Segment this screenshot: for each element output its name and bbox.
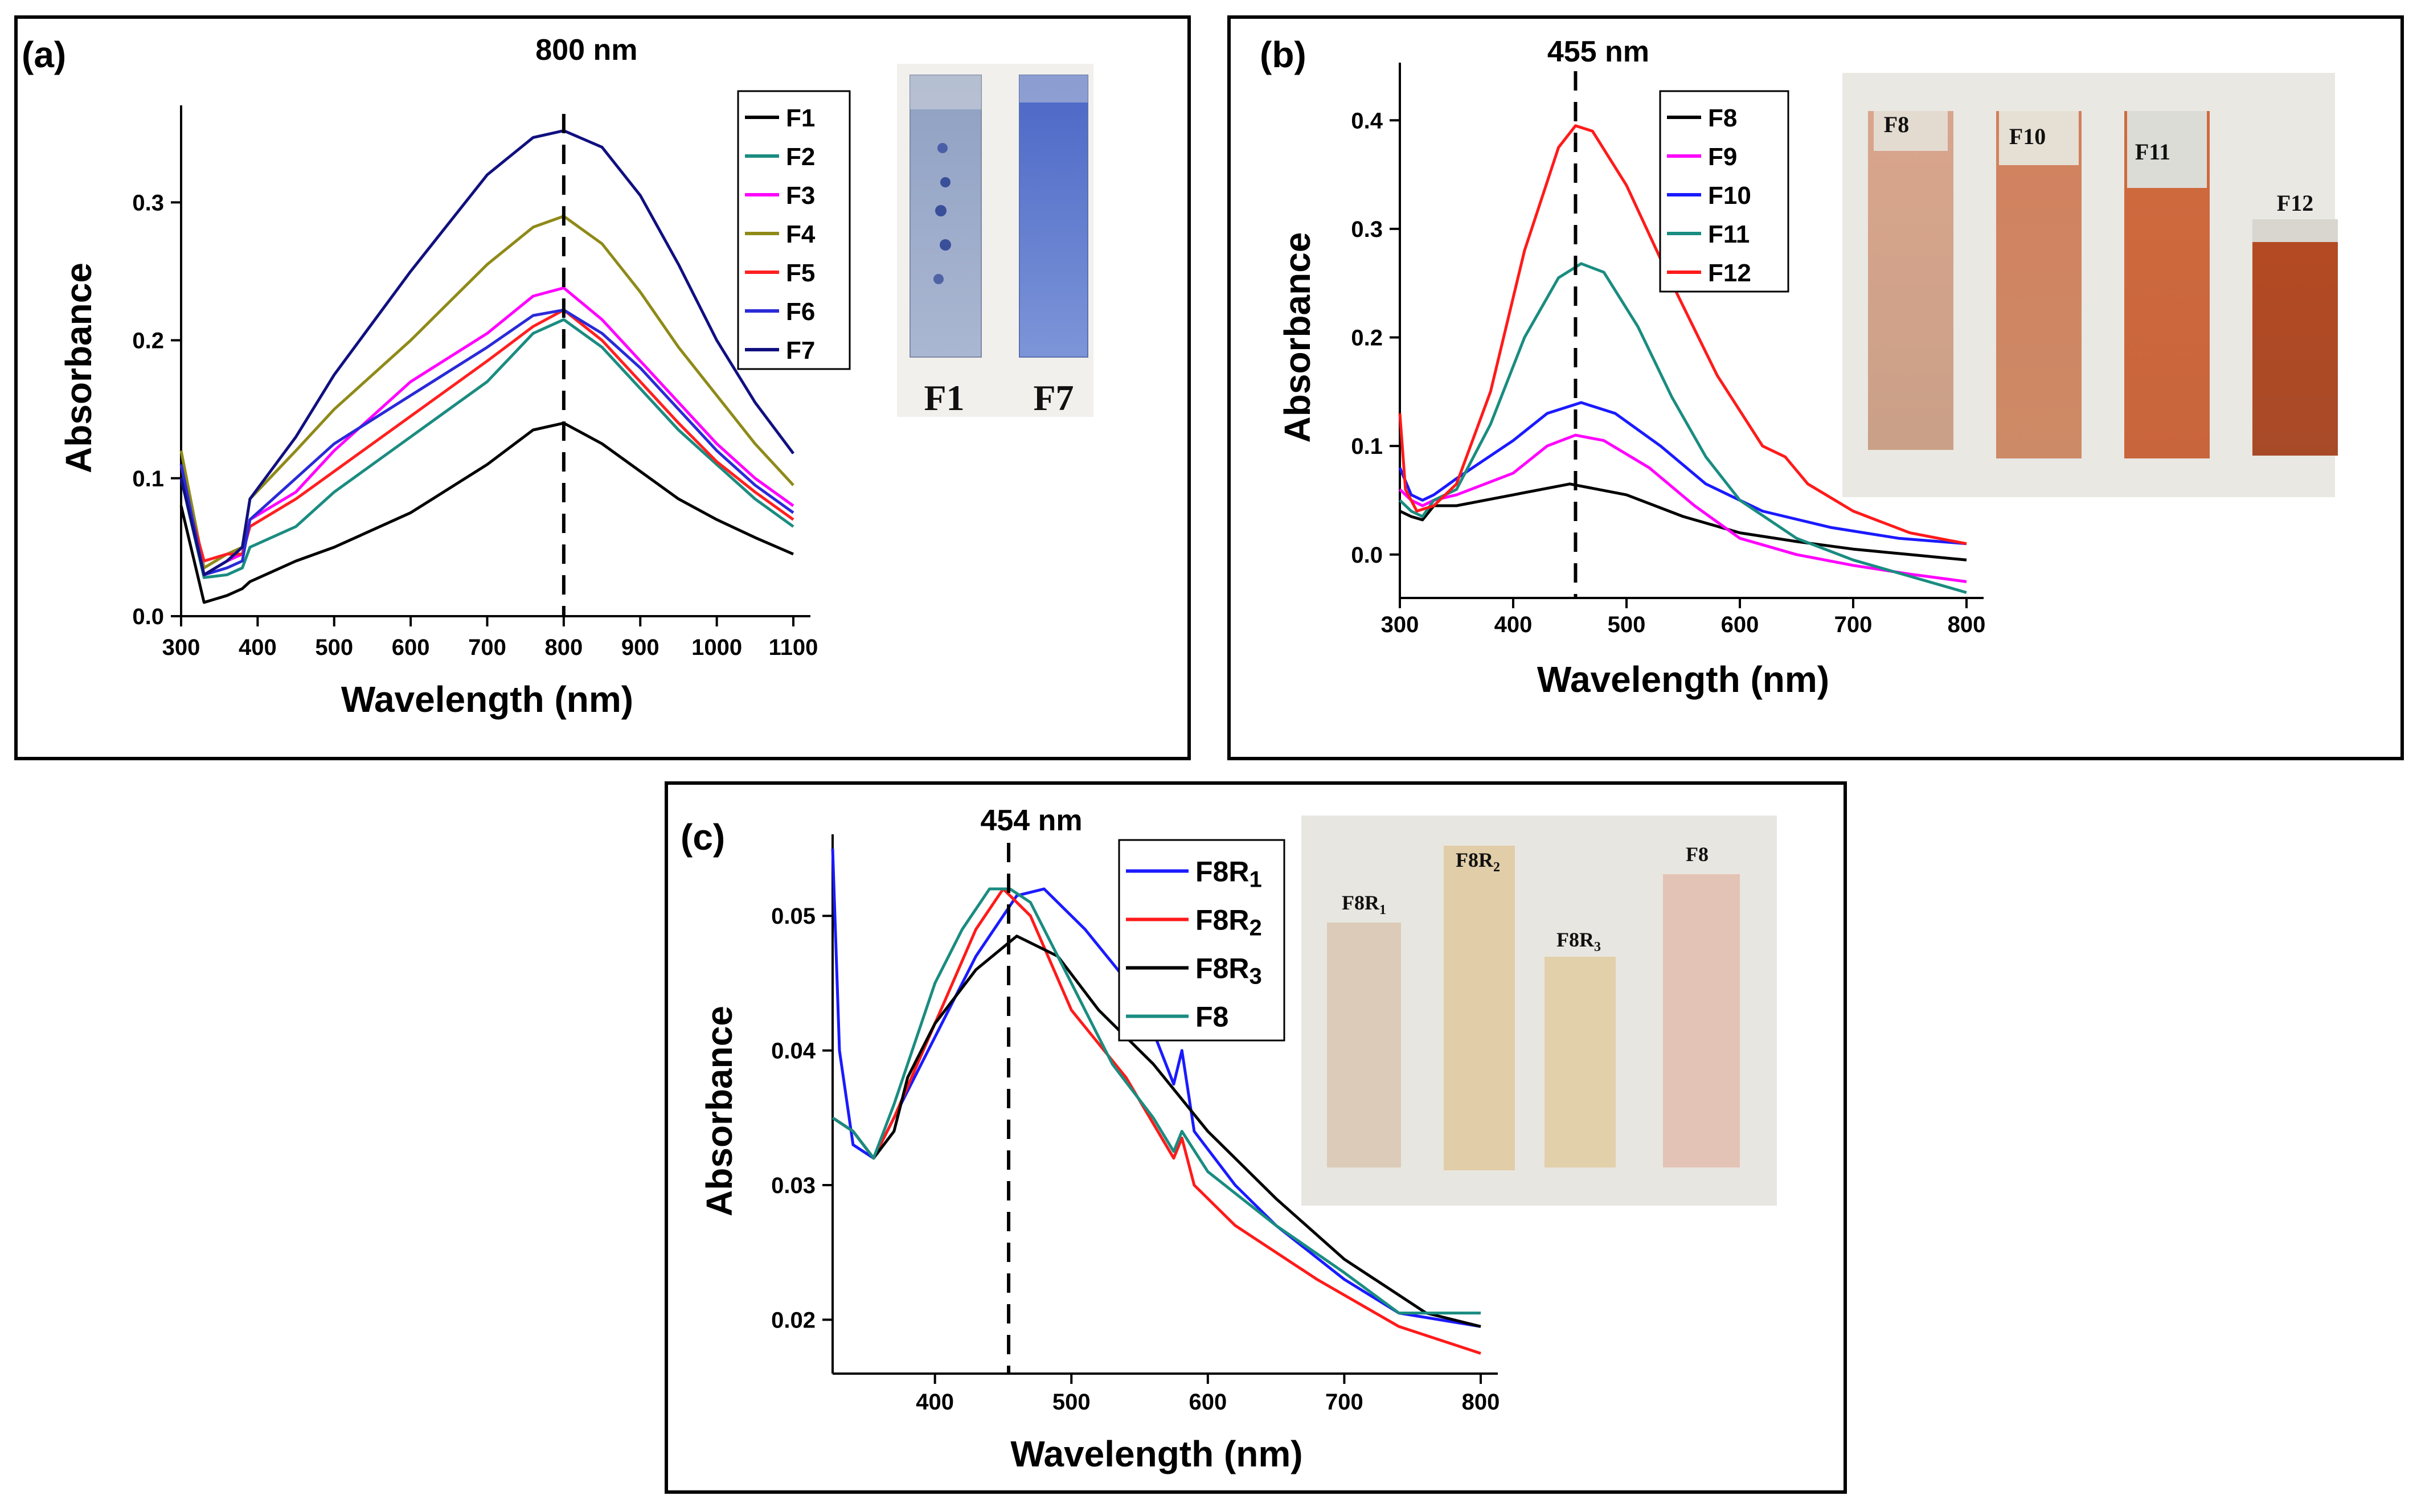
y-tick-label: 0.04 xyxy=(771,1039,816,1064)
photo-b-label-1: F10 xyxy=(2009,124,2046,149)
series-line-f8r2 xyxy=(831,887,1481,1355)
series-line-f11 xyxy=(1399,262,1967,594)
series-line-f5 xyxy=(179,308,794,563)
y-axis-label: Absorbance xyxy=(58,263,99,473)
series-line-f12 xyxy=(1398,124,1967,546)
x-tick-label: 1100 xyxy=(769,635,818,660)
peak-label: 454 nm xyxy=(980,804,1082,837)
x-tick-label: 500 xyxy=(1608,612,1646,637)
photo-b-label-2: F11 xyxy=(2135,139,2170,165)
series-line-f8 xyxy=(831,887,1481,1315)
x-tick-label: 300 xyxy=(162,635,200,660)
legend-label: F10 xyxy=(1708,182,1751,210)
x-tick-label: 600 xyxy=(392,635,430,660)
peak-label: 800 nm xyxy=(535,34,637,67)
x-tick-label: 700 xyxy=(1325,1390,1363,1415)
x-tick-label: 800 xyxy=(1462,1390,1500,1415)
y-tick-label: 0.03 xyxy=(771,1173,816,1198)
y-tick-label: 0.1 xyxy=(1351,434,1383,459)
panel-label: (c) xyxy=(681,817,725,858)
legend-label: F6 xyxy=(786,298,815,326)
y-tick-label: 0.05 xyxy=(771,904,816,929)
panel-label: (a) xyxy=(22,34,66,75)
legend-label: F1 xyxy=(786,104,815,132)
photo-c-label-1: F8R2 xyxy=(1456,849,1500,875)
x-tick-label: 400 xyxy=(239,635,277,660)
x-tick-label: 800 xyxy=(1948,612,1986,637)
series-line-f8 xyxy=(1399,482,1967,562)
y-tick-label: 0.4 xyxy=(1351,108,1383,133)
photo-panel-c: F8R1 F8R2 F8R3 F8 xyxy=(1301,816,1777,1206)
photo-c-label-3: F8 xyxy=(1686,843,1709,866)
series-line-f10 xyxy=(1398,401,1967,546)
series-line-f7 xyxy=(179,129,795,576)
y-tick-label: 0.2 xyxy=(1351,326,1383,351)
x-tick-label: 1000 xyxy=(691,635,742,660)
series-line-f9 xyxy=(1399,433,1967,583)
legend-label: F8 xyxy=(1708,104,1737,132)
x-tick-label: 500 xyxy=(1052,1390,1091,1415)
x-tick-label: 700 xyxy=(1834,612,1873,637)
series-line-f6 xyxy=(179,308,794,576)
series-line-f4 xyxy=(179,215,794,569)
legend-box xyxy=(1118,839,1285,1042)
x-tick-label: 500 xyxy=(315,635,353,660)
x-tick-label: 800 xyxy=(545,635,583,660)
legend-label: F8R3 xyxy=(1195,953,1262,989)
legend-box xyxy=(1659,90,1789,293)
legend-label: F12 xyxy=(1708,259,1751,287)
y-tick-label: 0.1 xyxy=(132,466,164,491)
photo-c-label-2: F8R3 xyxy=(1556,928,1601,954)
legend-label: F3 xyxy=(786,182,815,210)
x-tick-label: 400 xyxy=(916,1390,954,1415)
x-axis-label: Wavelength (nm) xyxy=(1010,1433,1302,1474)
peak-label: 455 nm xyxy=(1547,35,1649,68)
legend-label: F4 xyxy=(786,220,816,248)
y-tick-label: 0.3 xyxy=(1351,217,1383,242)
legend-label: F2 xyxy=(786,143,815,171)
chart-panel-a: 300 400 500 600 700 800 900 1000 1100 0.0 0.1 0.2 0.… xyxy=(22,34,851,720)
legend-label: F8R1 xyxy=(1195,856,1262,892)
x-tick-label: 900 xyxy=(621,635,659,660)
x-tick-label: 300 xyxy=(1381,612,1419,637)
x-tick-label: 600 xyxy=(1721,612,1759,637)
photo-b-label-0: F8 xyxy=(1884,112,1909,137)
legend-label: F8 xyxy=(1195,1001,1228,1033)
legend-label: F11 xyxy=(1708,220,1750,248)
photo-panel-b: F8 F10 F11 F12 xyxy=(1842,73,2338,497)
photo-panel-a: F1 F7 xyxy=(897,64,1093,418)
photo-a-label-0: F1 xyxy=(924,378,964,418)
photo-a-label-1: F7 xyxy=(1033,378,1074,418)
legend-label: F8R2 xyxy=(1195,904,1262,941)
series-line-f1 xyxy=(179,421,794,604)
chart-panel-c: 400 500 600 700 800 0.02 0.03 0.04 0.05 Wavelengt… xyxy=(681,804,1500,1474)
legend-label: F7 xyxy=(786,337,815,364)
series-line-f8r3 xyxy=(831,935,1481,1328)
legend-label: F9 xyxy=(1708,143,1737,171)
x-axis-label: Wavelength (nm) xyxy=(1537,659,1829,700)
x-tick-label: 400 xyxy=(1494,612,1533,637)
series-line-f3 xyxy=(179,286,794,576)
panel-label: (b) xyxy=(1260,34,1306,75)
x-axis-label: Wavelength (nm) xyxy=(341,679,633,720)
photo-c-label-0: F8R1 xyxy=(1342,891,1386,917)
series-line-f2 xyxy=(179,318,794,579)
chart-panel-b: 300 400 500 600 700 800 0.0 0.1 0.2 0.3 0.4 Wavelen… xyxy=(1260,34,1985,700)
x-tick-label: 600 xyxy=(1189,1390,1227,1415)
legend-box xyxy=(737,90,851,370)
y-tick-label: 0.3 xyxy=(132,190,164,215)
x-tick-label: 700 xyxy=(468,635,506,660)
y-axis-label: Absorbance xyxy=(1277,232,1318,443)
y-tick-label: 0.0 xyxy=(1351,543,1383,568)
photo-b-label-3: F12 xyxy=(2277,190,2313,216)
y-tick-label: 0.2 xyxy=(132,329,164,354)
y-axis-label: Absorbance xyxy=(699,1006,740,1216)
legend-label: F5 xyxy=(786,259,815,287)
y-tick-label: 0.0 xyxy=(132,604,164,629)
y-tick-label: 0.02 xyxy=(771,1308,816,1333)
